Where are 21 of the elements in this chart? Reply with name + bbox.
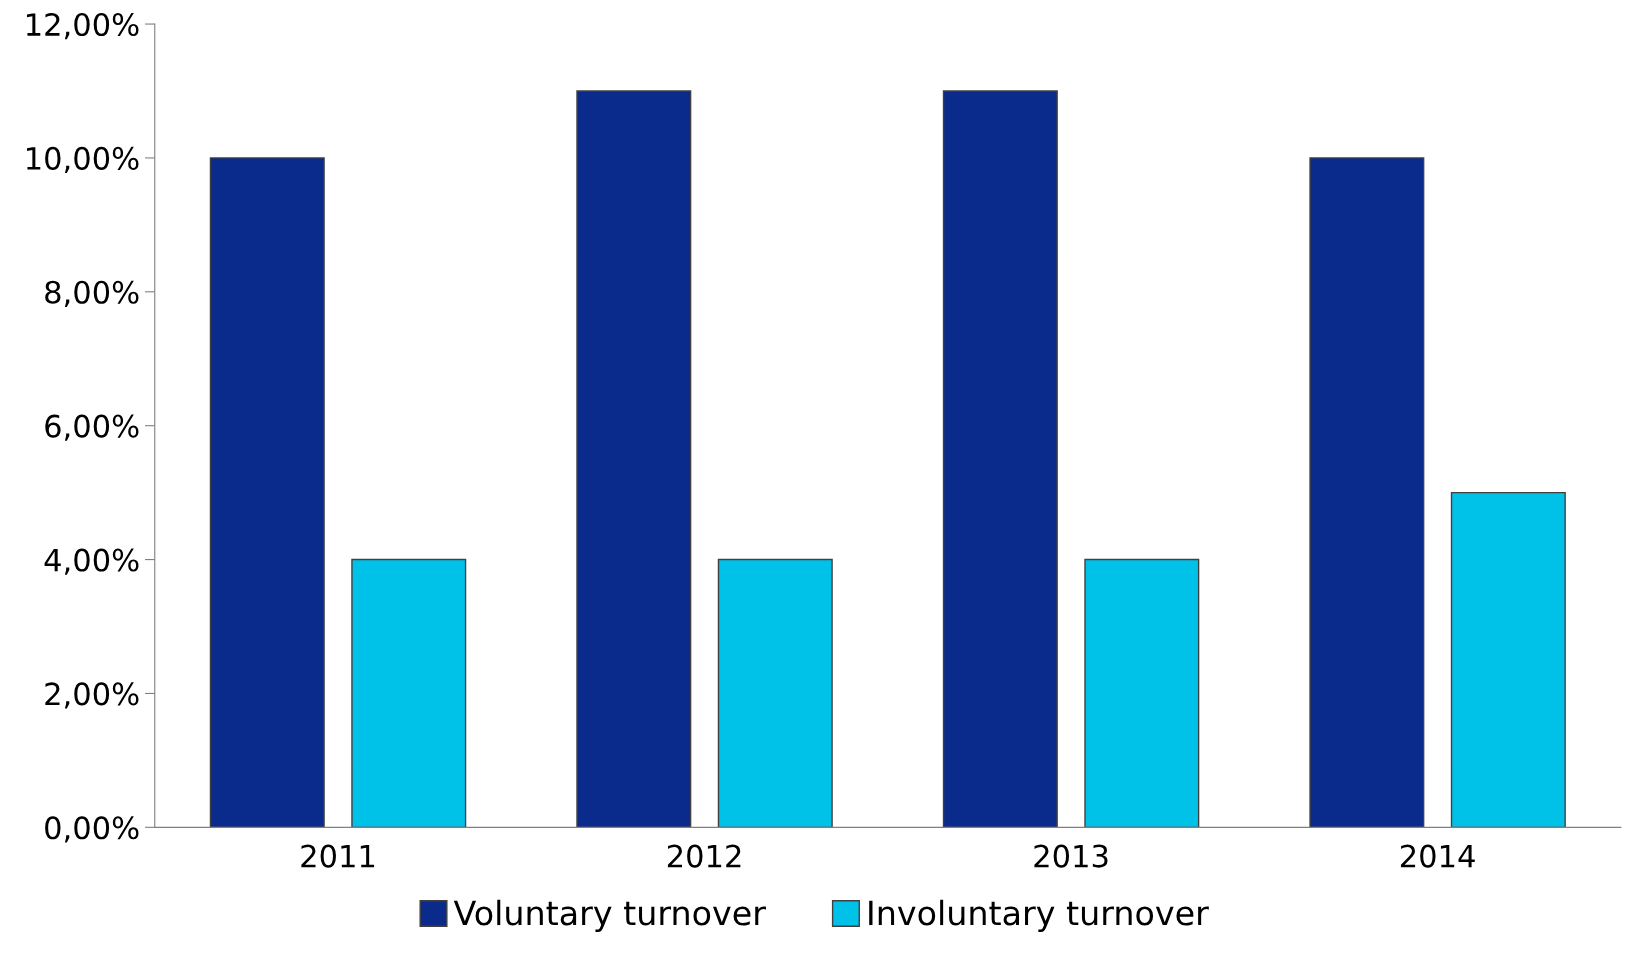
y-tick-label: 2,00% xyxy=(45,682,139,709)
bar xyxy=(1450,491,1566,828)
y-tick-label: 10,00% xyxy=(27,146,139,174)
bar xyxy=(942,90,1058,828)
bar xyxy=(209,157,325,828)
x-tick-label: 2013 xyxy=(1034,844,1108,868)
bar xyxy=(576,90,692,828)
x-tick-label: 2011 xyxy=(301,844,375,868)
y-tick-label: 0,00% xyxy=(45,816,139,843)
bar xyxy=(717,558,833,828)
y-tick-label: 6,00% xyxy=(45,414,139,441)
bar xyxy=(351,558,467,828)
x-tick-label: 2014 xyxy=(1400,844,1475,868)
x-tick-label: 2012 xyxy=(667,844,741,868)
y-tick-label: 8,00% xyxy=(45,280,139,307)
y-tick-label: 4,00% xyxy=(44,548,139,575)
legend-label: Involuntary turnover xyxy=(869,899,1209,932)
legend-label: Voluntary turnover xyxy=(453,899,766,932)
y-tick-label: 12,00% xyxy=(27,12,139,40)
bar xyxy=(1084,558,1200,828)
bar xyxy=(1309,157,1425,828)
